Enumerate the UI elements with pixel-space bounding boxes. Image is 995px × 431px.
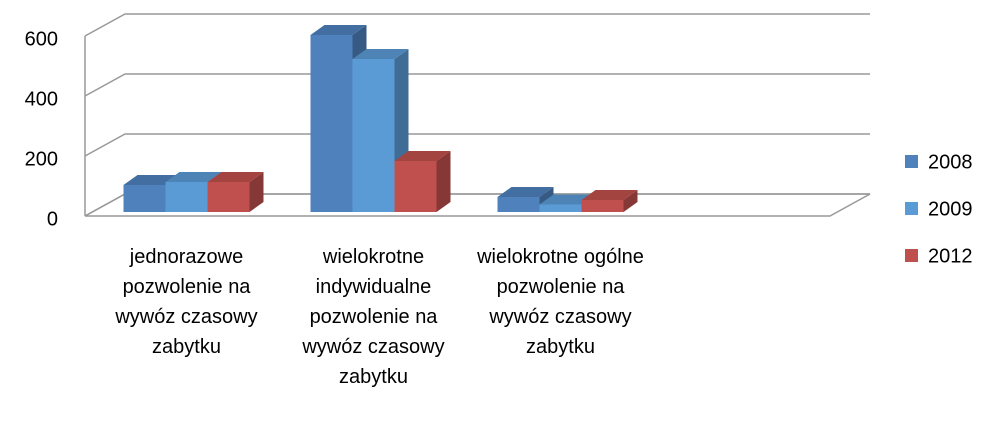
bar-top — [581, 190, 638, 200]
legend-label: 2008 — [928, 151, 973, 173]
bar-top — [207, 172, 264, 182]
bar-side — [623, 190, 638, 212]
bar-front — [207, 182, 250, 212]
grid-line — [84, 73, 870, 97]
bar-top — [165, 172, 222, 182]
bar-front — [497, 197, 540, 212]
bar — [581, 190, 638, 212]
bar-front — [539, 204, 582, 212]
bar-front — [581, 200, 624, 212]
grid-line — [84, 13, 870, 37]
legend-swatch — [905, 155, 918, 168]
y-tick-label: 200 — [25, 148, 58, 170]
x-tick-label: wielokrotne ogólne pozwolenie na wywóz c… — [477, 246, 644, 358]
bar — [207, 172, 264, 212]
bar-front — [394, 161, 437, 212]
bar-top — [310, 25, 367, 35]
y-tick-label: 400 — [25, 88, 58, 110]
bar-front — [310, 35, 353, 212]
bar-front — [123, 185, 166, 212]
bar — [394, 151, 451, 212]
legend-swatch — [905, 202, 918, 215]
y-tick-label: 600 — [25, 28, 58, 50]
grid-line — [84, 133, 870, 157]
bar-front — [165, 182, 208, 212]
bar-top — [497, 187, 554, 197]
legend-swatch — [905, 249, 918, 262]
bar-top — [394, 151, 451, 161]
y-tick-label: 0 — [47, 208, 58, 230]
bar-side — [249, 172, 264, 212]
legend-label: 2009 — [928, 198, 973, 220]
legend-label: 2012 — [928, 245, 973, 267]
x-tick-label: jednorazowe pozwolenie na wywóz czasowy … — [115, 246, 258, 358]
bar-front — [352, 59, 395, 212]
x-tick-label: wielokrotne indywidualne pozwolenie na w… — [302, 246, 445, 388]
bar-side — [436, 151, 451, 212]
bar-top — [352, 49, 409, 59]
